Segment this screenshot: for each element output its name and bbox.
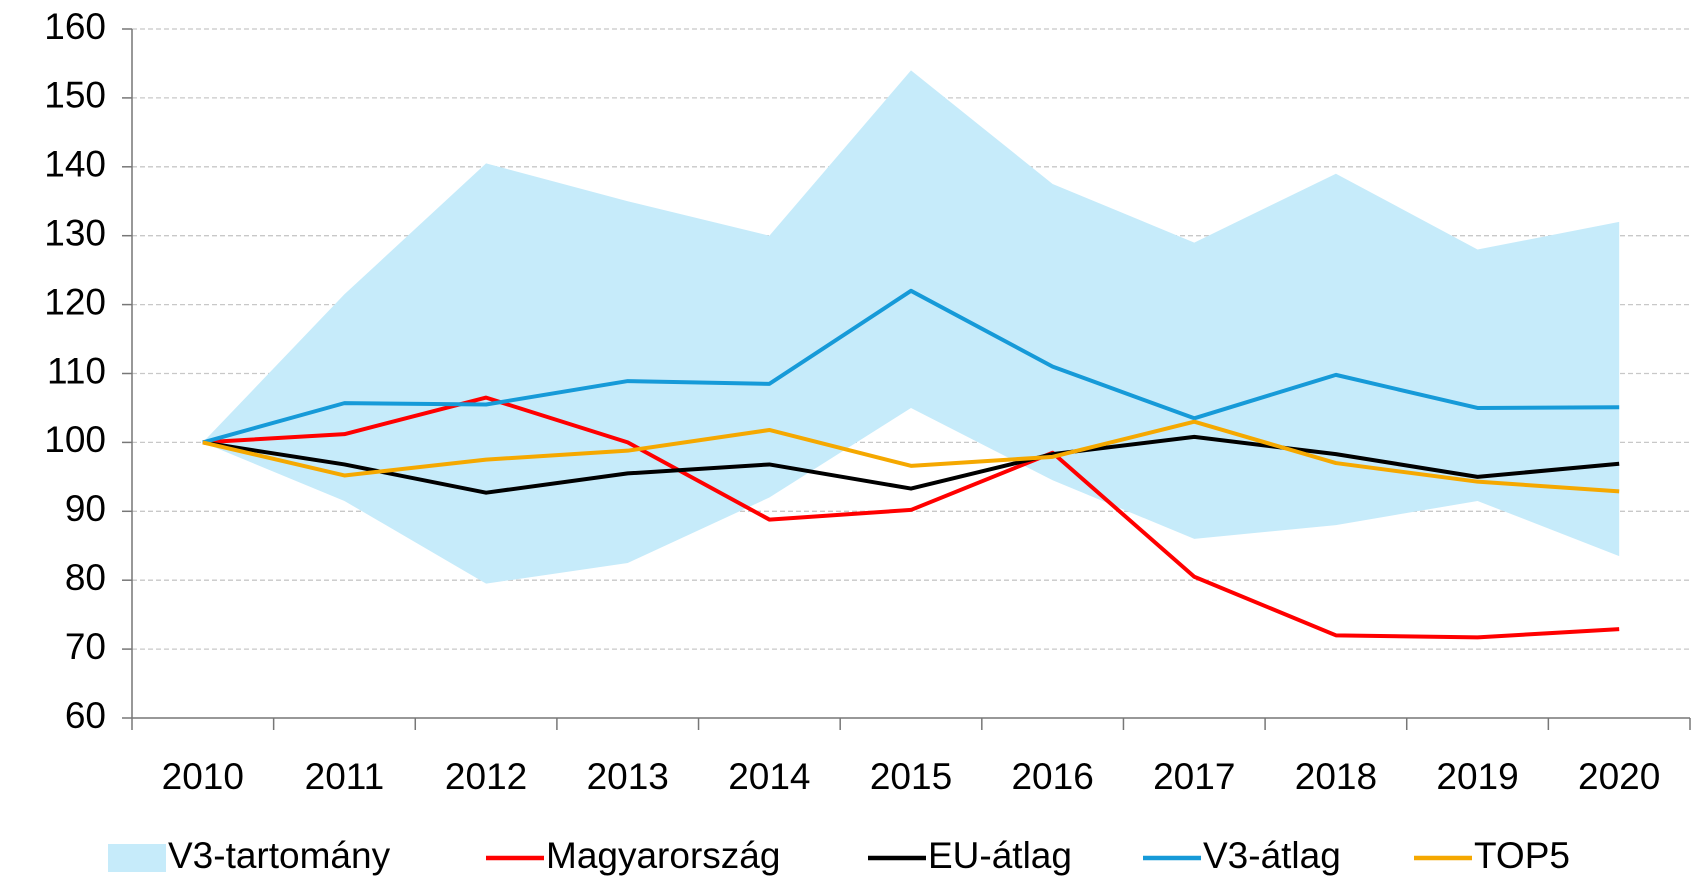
x-tick-label: 2015 — [870, 756, 952, 797]
line — [202, 288, 1620, 445]
x-tick-label: 2012 — [445, 756, 527, 797]
x-tick-label: 2010 — [162, 756, 244, 797]
x-tick-label: 2014 — [728, 756, 810, 797]
y-tick-label: 80 — [65, 557, 106, 598]
y-tick-label: 60 — [65, 695, 106, 736]
legend-swatch — [108, 844, 166, 872]
y-tick-label: 70 — [65, 626, 106, 667]
y-tick-label: 120 — [44, 281, 106, 322]
x-tick-label: 2011 — [305, 756, 385, 797]
line — [202, 419, 1620, 494]
line — [202, 434, 1620, 495]
legend-label: EU-átlag — [928, 835, 1072, 876]
legend-label: Magyarország — [546, 835, 780, 876]
y-tick-label: 110 — [47, 350, 106, 391]
line — [202, 395, 1620, 640]
x-tick-label: 2017 — [1153, 756, 1235, 797]
x-tick-label: 2016 — [1011, 756, 1093, 797]
y-tick-label: 140 — [44, 144, 106, 185]
y-tick-label: 130 — [44, 212, 106, 253]
x-tick-label: 2020 — [1578, 756, 1660, 797]
x-tick-label: 2013 — [587, 756, 669, 797]
y-tick-label: 150 — [44, 75, 106, 116]
legend-label: TOP5 — [1474, 835, 1570, 876]
y-tick-label: 100 — [44, 419, 106, 460]
legend-label: V3-átlag — [1203, 835, 1341, 876]
y-tick-label: 160 — [44, 6, 106, 47]
legend-label: V3-tartomány — [168, 835, 391, 876]
range-area — [202, 70, 1620, 584]
x-tick-label: 2018 — [1295, 756, 1377, 797]
y-tick-label: 90 — [65, 488, 106, 529]
x-tick-label: 2019 — [1436, 756, 1518, 797]
